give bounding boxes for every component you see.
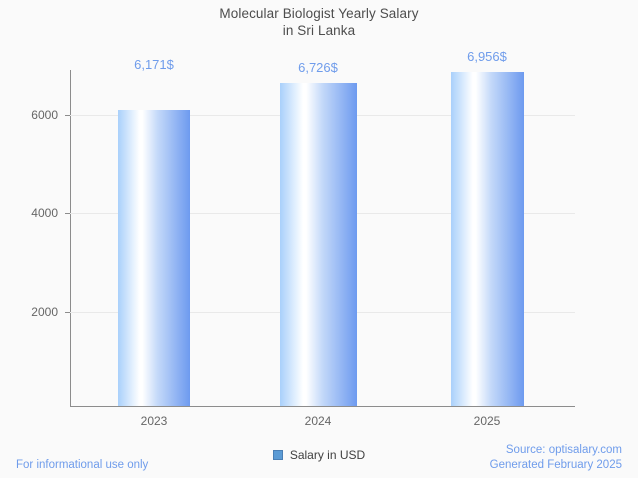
footer-generated-date: Generated February 2025 (489, 459, 622, 471)
bar-2023[interactable] (118, 110, 190, 406)
y-axis-line (70, 70, 71, 407)
bar-value-2025: 6,956$ (467, 49, 507, 64)
legend-swatch-icon (272, 450, 283, 460)
legend-item-label: Salary in USD (289, 448, 366, 462)
bar-2024[interactable] (280, 83, 357, 406)
x-axis-label-2023: 2023 (140, 414, 168, 428)
chart-legend: Salary in USD (0, 446, 638, 464)
bar-2025[interactable] (451, 72, 524, 406)
chart-title: Molecular Biologist Yearly Salary in Sri… (0, 5, 638, 39)
tick-mark-2000 (65, 312, 70, 313)
footer-disclaimer: For informational use only (16, 459, 149, 471)
footer-source-block: Source: optisalary.com Generated Februar… (490, 443, 622, 473)
y-axis-tick-label-4000: 4000 (31, 206, 58, 220)
x-axis-label-2025: 2025 (473, 414, 501, 428)
y-axis-tick-label-6000: 6000 (31, 108, 58, 122)
bar-value-2024: 6,726$ (298, 60, 338, 75)
bar-value-2023: 6,171$ (134, 57, 174, 72)
tick-mark-4000 (65, 213, 70, 214)
footer-source: Source: optisalary.com (505, 444, 622, 456)
chart-title-line-2: in Sri Lanka (282, 23, 356, 38)
legend-item-salary-in-usd[interactable]: Salary in USD (269, 446, 369, 464)
chart-title-line-1: Molecular Biologist Yearly Salary (219, 6, 419, 21)
x-axis-line (70, 406, 575, 407)
y-axis-tick-label-2000: 2000 (31, 305, 58, 319)
tick-mark-6000 (65, 115, 70, 116)
x-axis-label-2024: 2024 (304, 414, 332, 428)
